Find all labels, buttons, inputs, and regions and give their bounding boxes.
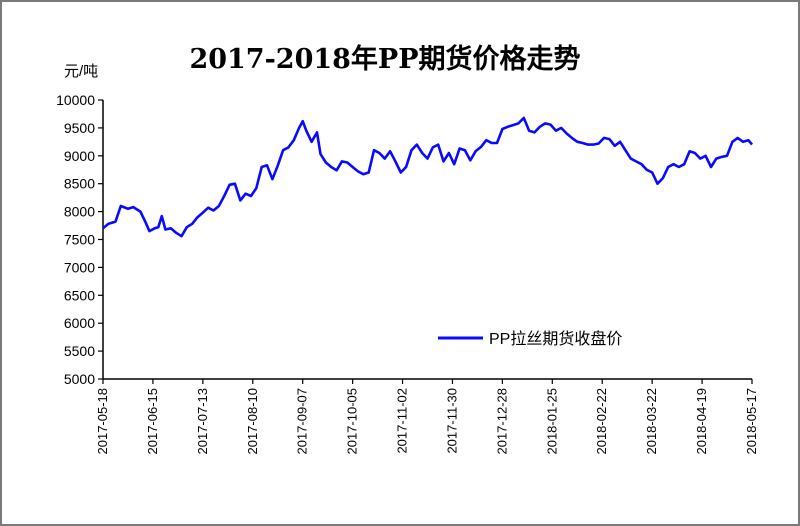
y-tick-label: 6500	[64, 287, 95, 303]
legend: PP拉丝期货收盘价	[438, 329, 622, 348]
x-tick-label: 2017-09-07	[295, 388, 310, 455]
chart-title: 2017-2018年PP期货价格走势	[189, 43, 580, 75]
x-tick-label: 2017-06-15	[145, 388, 160, 455]
x-tick-label: 2017-07-13	[195, 388, 210, 455]
y-tick-label: 9500	[64, 120, 95, 136]
series-layer	[102, 116, 754, 238]
series-line-0	[102, 116, 754, 238]
y-tick-label: 5500	[64, 343, 95, 359]
y-tick-label: 9000	[64, 148, 95, 164]
x-tick-label: 2018-03-22	[644, 388, 659, 455]
x-tick-label: 2018-02-22	[594, 388, 609, 455]
x-tick-label: 2018-01-25	[544, 388, 559, 455]
x-axis-ticks: 2017-05-18 2017-06-15 2017-07-13 2017-08-10…	[95, 379, 759, 455]
y-tick-label: 7500	[64, 232, 95, 248]
y-tick-label: 5000	[64, 371, 95, 387]
x-tick-label: 2017-08-10	[245, 388, 260, 455]
y-axis-ticks: 5000 5500 6000 6500 7000 7500 8000 8500 9000 9500…	[56, 92, 103, 387]
x-tick-label: 2017-10-05	[345, 388, 360, 455]
y-tick-label: 10000	[56, 92, 95, 108]
x-tick-label: 2018-04-19	[694, 388, 709, 455]
y-axis-unit-label: 元/吨	[64, 63, 98, 80]
y-tick-label: 7000	[64, 259, 95, 275]
x-tick-label: 2017-11-30	[444, 388, 459, 454]
x-tick-label: 2017-05-18	[95, 388, 110, 455]
legend-label: PP拉丝期货收盘价	[489, 329, 622, 348]
y-tick-label: 6000	[64, 315, 95, 331]
y-tick-label: 8000	[64, 204, 95, 220]
y-tick-label: 8500	[64, 176, 95, 192]
x-tick-label: 2018-05-17	[744, 388, 759, 455]
x-tick-label: 2017-12-28	[494, 388, 509, 455]
x-tick-label: 2017-11-02	[395, 388, 410, 454]
